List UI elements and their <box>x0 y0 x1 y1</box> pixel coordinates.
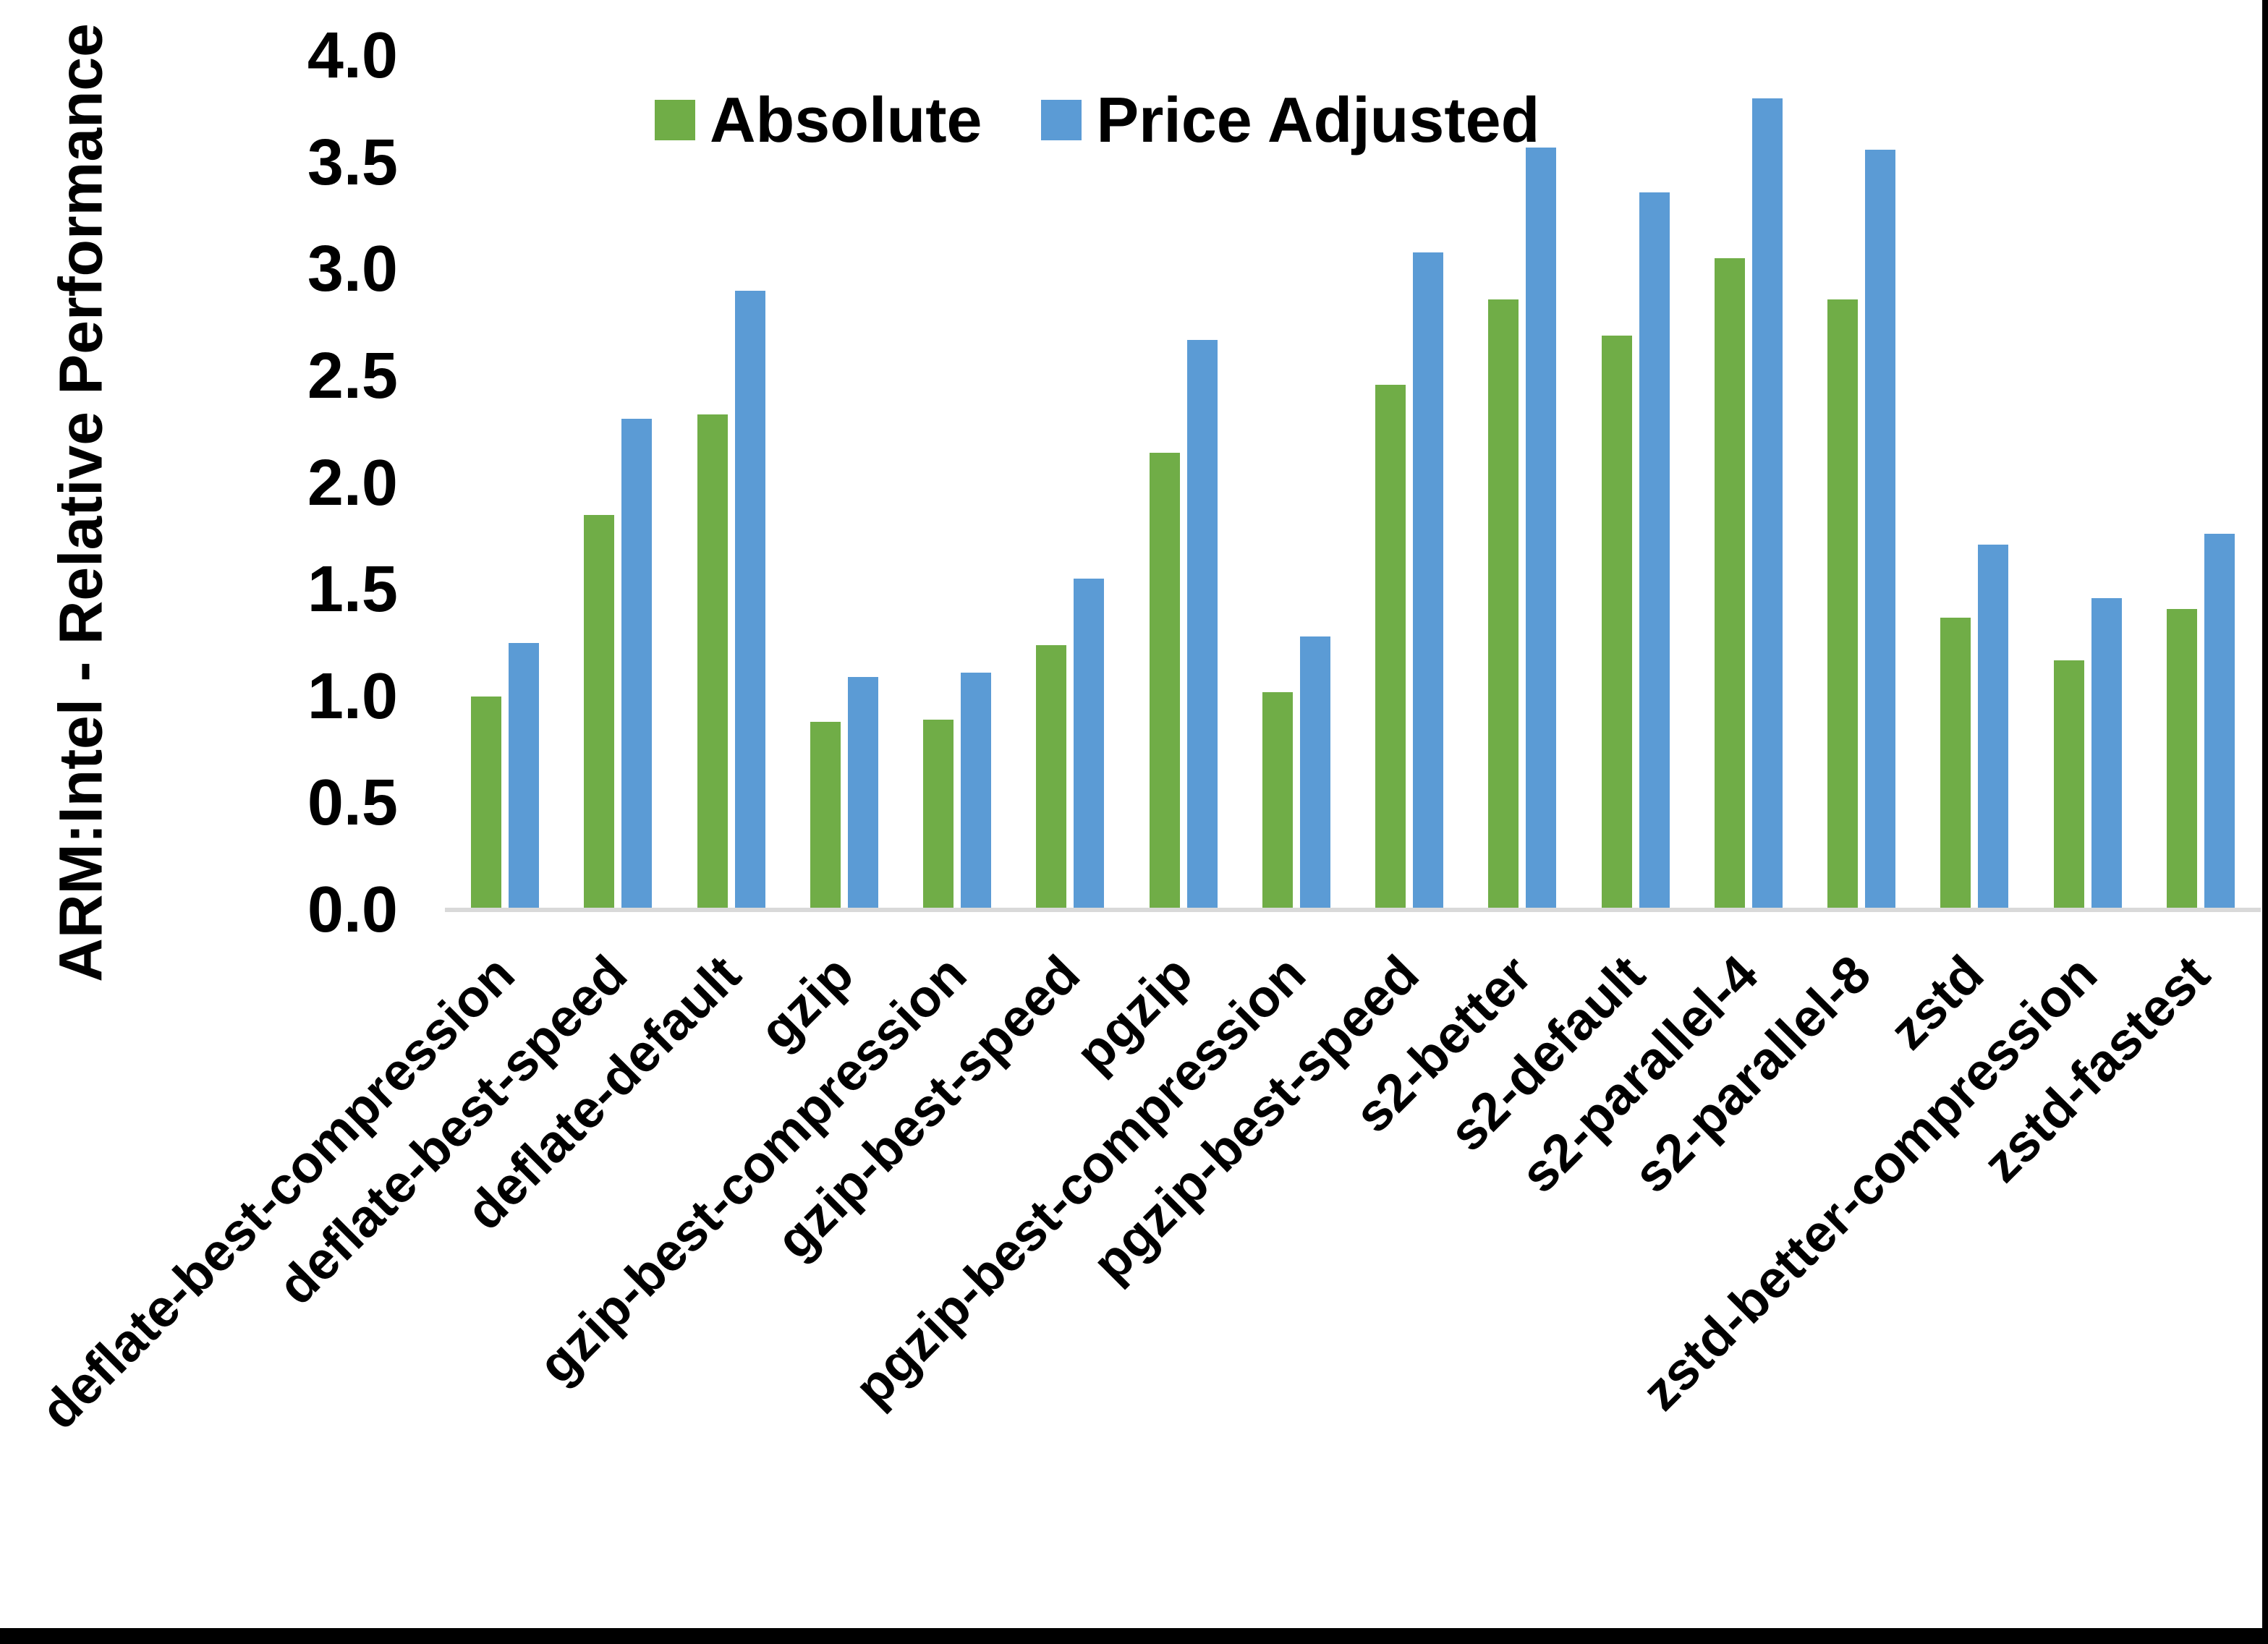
bar-group <box>1014 56 1126 910</box>
bar-group <box>675 56 788 910</box>
plot-area <box>449 56 2257 910</box>
x-axis-line <box>445 908 2261 912</box>
bar-price-adjusted <box>1186 340 1218 910</box>
bar-price-adjusted <box>1074 579 1105 910</box>
legend-swatch-absolute <box>655 100 695 140</box>
y-tick-label: 2.0 <box>307 446 398 519</box>
bar-price-adjusted <box>1526 148 1557 910</box>
y-tick-label: 0.0 <box>307 874 398 946</box>
bar-absolute <box>1149 453 1180 910</box>
y-tick-label: 0.5 <box>307 767 398 840</box>
x-category-label: deflate-best-compression <box>29 945 526 1441</box>
bar-price-adjusted <box>509 643 540 910</box>
bar-group <box>1466 56 1579 910</box>
legend: Absolute Price Adjusted <box>655 88 1539 152</box>
bar-price-adjusted <box>2091 598 2122 910</box>
bar-price-adjusted <box>734 291 765 910</box>
bar-absolute <box>810 722 841 910</box>
y-tick-label: 4.0 <box>307 20 398 92</box>
y-tick-label: 3.0 <box>307 233 398 306</box>
bar-absolute <box>471 697 502 910</box>
bar-absolute <box>1714 258 1745 910</box>
bar-price-adjusted <box>961 673 992 910</box>
bar-price-adjusted <box>621 419 653 910</box>
screenshot-bottom-border <box>0 1628 2268 1644</box>
bar-absolute <box>923 720 954 910</box>
bar-price-adjusted <box>1751 98 1783 910</box>
legend-item-price-adjusted: Price Adjusted <box>1041 88 1539 152</box>
bar-group <box>1353 56 1466 910</box>
y-tick-label: 1.0 <box>307 660 398 733</box>
bar-group <box>788 56 901 910</box>
bar-absolute <box>697 414 728 910</box>
bar-price-adjusted <box>1299 636 1330 910</box>
y-tick-label: 1.5 <box>307 553 398 626</box>
screenshot-right-border <box>2262 0 2268 1644</box>
bar-price-adjusted <box>1413 252 1444 910</box>
bar-group <box>561 56 674 910</box>
bar-group <box>1127 56 1240 910</box>
bar-group <box>1918 56 2031 910</box>
bar-price-adjusted <box>1978 545 2009 910</box>
legend-label-absolute: Absolute <box>710 84 982 156</box>
bar-absolute <box>1036 645 1067 910</box>
bar-price-adjusted <box>847 677 878 910</box>
bar-group <box>1240 56 1353 910</box>
y-tick-label: 2.5 <box>307 339 398 412</box>
y-tick-label: 3.5 <box>307 126 398 199</box>
bar-absolute <box>1827 299 1859 910</box>
legend-swatch-price-adjusted <box>1041 100 1082 140</box>
legend-item-absolute: Absolute <box>655 88 982 152</box>
bar-absolute <box>1262 692 1293 910</box>
bar-absolute <box>1375 385 1406 910</box>
bar-absolute <box>1601 336 1632 910</box>
bar-group <box>1692 56 1805 910</box>
bar-group <box>2144 56 2257 910</box>
bar-group <box>1805 56 1918 910</box>
bar-absolute <box>2166 609 2197 910</box>
bar-group <box>901 56 1014 910</box>
bar-absolute <box>1488 299 1519 910</box>
bar-price-adjusted <box>1639 192 1670 910</box>
bar-group <box>449 56 561 910</box>
bar-group <box>1579 56 1692 910</box>
bar-price-adjusted <box>2204 534 2235 910</box>
bar-absolute <box>1940 618 1971 910</box>
bar-price-adjusted <box>1865 150 1896 910</box>
legend-label-price-adjusted: Price Adjusted <box>1096 84 1540 156</box>
bar-absolute <box>584 515 615 910</box>
bar-absolute <box>2053 660 2084 910</box>
y-axis-title: ARM:Intel - Relative Performance <box>46 23 115 982</box>
bar-group <box>2031 56 2144 910</box>
